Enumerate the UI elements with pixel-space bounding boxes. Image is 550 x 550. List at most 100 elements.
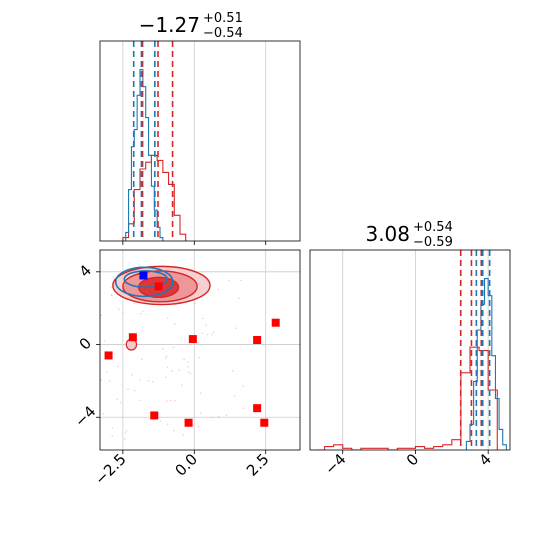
histogram-blue (125, 69, 164, 241)
sample-point (139, 379, 141, 382)
sample-point (240, 279, 242, 282)
panel-joint: −2.5 0.0 2.5 −4 0 4 (71, 249, 301, 489)
sample-point (111, 427, 114, 429)
marker-red (260, 418, 269, 427)
quantile-lines-marginal-y (459, 250, 491, 450)
sample-point (122, 311, 124, 314)
sample-point (141, 358, 143, 360)
sample-point (242, 407, 245, 409)
gridlines-marginal-y (342, 250, 489, 450)
sample-point (210, 416, 213, 419)
sample-point (217, 415, 220, 418)
sample-point (159, 420, 162, 423)
sample-point (201, 332, 203, 335)
sample-point (173, 399, 176, 402)
sample-point (202, 317, 204, 320)
sample-point (124, 432, 127, 434)
tick-label-x: 0 (403, 450, 422, 469)
sample-point (197, 425, 200, 428)
sample-point (139, 312, 142, 315)
sample-point (102, 413, 105, 415)
panel-marginal-y: −4 0 4 3.08 +0.54 −0.59 (309, 220, 511, 478)
tick-label-y: 4 (76, 261, 95, 280)
sample-point (194, 302, 197, 305)
sample-point (164, 357, 167, 359)
title-param-2-minus: −0.59 (413, 235, 453, 250)
sample-point (205, 324, 207, 326)
tick-label-y: 0 (76, 334, 95, 353)
sample-point (173, 429, 175, 432)
sample-point (133, 302, 136, 304)
marker-red (271, 318, 280, 327)
sample-point (110, 294, 113, 296)
sample-point (213, 331, 215, 334)
sample-point (211, 333, 213, 336)
tick-label-x: 0.0 (172, 450, 202, 480)
title-param-2-plus: +0.54 (413, 220, 453, 235)
panel-marginal-x: −1.27 +0.51 −0.54 (99, 11, 301, 245)
sample-point (183, 358, 185, 361)
marker-red (154, 282, 163, 291)
sample-point (108, 380, 111, 382)
sample-point (103, 340, 106, 342)
sample-point (182, 434, 184, 436)
sample-point (187, 371, 190, 373)
marker-red (104, 351, 113, 360)
gridlines-marginal-x (122, 41, 267, 241)
marker-red (128, 333, 137, 342)
title-param-1: −1.27 (139, 13, 200, 37)
sample-point (127, 388, 129, 391)
sample-point (131, 373, 134, 376)
histogram-blue (465, 278, 507, 450)
title-param-2: 3.08 (365, 222, 410, 246)
tick-label-x: −2.5 (91, 450, 129, 488)
ticks-marginal-x (122, 241, 267, 245)
sample-point (166, 317, 169, 319)
sample-point (119, 401, 122, 404)
marker-red (253, 336, 262, 344)
sample-point (117, 308, 120, 311)
sample-point (166, 366, 169, 369)
title-param-1-plus: +0.51 (203, 11, 243, 26)
sample-point (100, 314, 103, 317)
sample-point (206, 333, 209, 336)
sample-point (225, 414, 228, 417)
marker-blue (139, 271, 148, 280)
ticks-marginal-y: −4 0 4 (321, 450, 495, 478)
sample-point (189, 372, 192, 375)
sample-point (172, 346, 175, 349)
sample-point (111, 434, 114, 437)
sample-point (187, 366, 189, 368)
sample-point (238, 297, 240, 300)
frame-joint (99, 249, 301, 451)
contour-blue (114, 266, 174, 298)
quantile-lines-marginal-x (132, 41, 174, 241)
contour-blue (123, 270, 168, 289)
markers-joint (104, 271, 280, 427)
title-param-1-minus: −0.54 (203, 26, 243, 41)
sample-point (147, 379, 150, 382)
sample-point (166, 400, 168, 402)
sample-point (169, 399, 172, 402)
frame-marginal-x (99, 40, 301, 242)
sample-point (106, 370, 108, 373)
marker-red (150, 411, 159, 420)
sample-point (133, 389, 136, 392)
sample-point (181, 384, 183, 386)
sample-point (123, 438, 126, 440)
sample-point (227, 279, 230, 282)
sample-point (166, 423, 169, 426)
sample-point (199, 412, 202, 415)
sample-point (170, 370, 173, 373)
sample-point (138, 399, 141, 402)
tick-label-y: −4 (71, 402, 99, 430)
marker-red (188, 335, 197, 344)
sample-point (117, 365, 119, 368)
sample-point (242, 385, 245, 387)
sample-point (141, 310, 144, 313)
histograms-marginal-y (315, 278, 507, 450)
sample-point (162, 348, 164, 350)
sample-point (116, 398, 119, 400)
sample-point (100, 379, 102, 382)
